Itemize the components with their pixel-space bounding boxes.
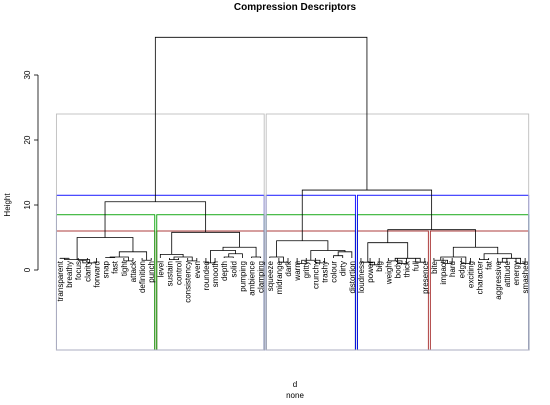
leaf-label: colour xyxy=(330,261,339,283)
cluster-box xyxy=(266,114,528,350)
leaf-label: character xyxy=(476,261,485,295)
leaf-label: edgy xyxy=(457,261,466,278)
leaf-label: fast xyxy=(111,260,120,274)
y-axis: 0 10 20 30 xyxy=(23,70,38,272)
dendrogram-merge xyxy=(160,254,183,258)
leaf-label: body xyxy=(393,261,402,278)
dendrogram-merge xyxy=(368,243,408,263)
leaf-label: forward xyxy=(92,261,101,288)
dendrogram-merge xyxy=(174,257,192,261)
leaf-label: depth xyxy=(220,261,229,281)
leaf-label: definition xyxy=(138,261,147,293)
leaf-label: squeeze xyxy=(266,260,275,291)
leaf-label: impact xyxy=(439,260,448,284)
leaf-label: bite xyxy=(430,260,439,273)
leaf-label: dirty xyxy=(339,261,348,276)
dendrogram-merge xyxy=(252,257,261,258)
dendrogram-merge xyxy=(302,190,431,241)
leaf-label: level xyxy=(156,261,165,278)
leaf-label: ambience xyxy=(248,260,257,295)
leaf-label: transparent xyxy=(56,260,65,301)
leaf-label: control xyxy=(175,261,184,285)
y-tick-label: 30 xyxy=(23,70,32,79)
leaf-label: punch xyxy=(147,261,156,283)
leaf-label: energy xyxy=(512,261,521,285)
y-tick-label: 20 xyxy=(23,135,32,144)
leaf-label: thick xyxy=(403,260,412,277)
leaf-label: aggressive xyxy=(494,260,503,299)
leaf-label: exciting xyxy=(466,261,475,288)
y-tick-label: 0 xyxy=(23,267,32,272)
leaf-label: snap xyxy=(102,260,111,278)
dendrogram-merge xyxy=(223,247,256,257)
leaf-label: distortion xyxy=(348,261,357,293)
leaf-label: full xyxy=(412,261,421,271)
leaf-label: focus xyxy=(74,261,83,280)
dendrogram-merge xyxy=(388,230,476,248)
dendrogram-merge xyxy=(224,257,233,258)
dendrogram-merge xyxy=(334,256,343,258)
leaf-label: rounded xyxy=(202,261,211,290)
x-axis-label: d xyxy=(293,380,297,389)
dendrogram-merge xyxy=(155,37,367,201)
y-tick-label: 10 xyxy=(23,200,32,209)
leaf-label: power xyxy=(366,261,375,283)
leaf-label: dark xyxy=(284,260,293,277)
dendrogram-merge xyxy=(172,232,240,254)
cluster-boxes xyxy=(56,114,528,350)
leaf-label: warm xyxy=(293,261,302,282)
leaf-label: big xyxy=(375,261,384,272)
x-axis-sublabel: none xyxy=(286,391,304,400)
leaf-label: consistency xyxy=(184,261,193,303)
leaf-label: sustain xyxy=(165,261,174,286)
chart-title: Compression Descriptors xyxy=(234,2,357,13)
leaf-label: attitude xyxy=(503,260,512,287)
dendrogram-merge xyxy=(77,238,133,260)
dendrogram-merge xyxy=(338,252,352,258)
leaf-label: breathy xyxy=(65,261,74,288)
leaf-label: midrange xyxy=(275,260,284,294)
leaf-label: clarity xyxy=(83,261,92,282)
leaf-label: weight xyxy=(384,260,393,285)
leaf-label: hard xyxy=(448,261,457,277)
leaf-label: attack xyxy=(129,260,138,282)
leaf-label: pumping xyxy=(238,261,247,292)
leaf-label: solid xyxy=(229,261,238,277)
leaf-label: smashed xyxy=(521,261,530,293)
y-axis-label: Height xyxy=(3,193,12,217)
leaf-label: smooth xyxy=(211,261,220,287)
leaf-label: fat xyxy=(485,260,494,270)
leaf-label: even xyxy=(193,261,202,278)
dendrogram-merge xyxy=(453,247,497,257)
leaf-label: clamping xyxy=(257,261,266,293)
leaf-label: presence xyxy=(421,260,430,293)
dendrogram-merge xyxy=(277,241,328,257)
leaf-label: trashy xyxy=(320,261,329,283)
leaf-label: loudness xyxy=(357,261,366,293)
leaf-label: crunchy xyxy=(311,261,320,289)
leaf-label: tight xyxy=(120,260,129,276)
leaf-label: gritty xyxy=(302,261,311,278)
